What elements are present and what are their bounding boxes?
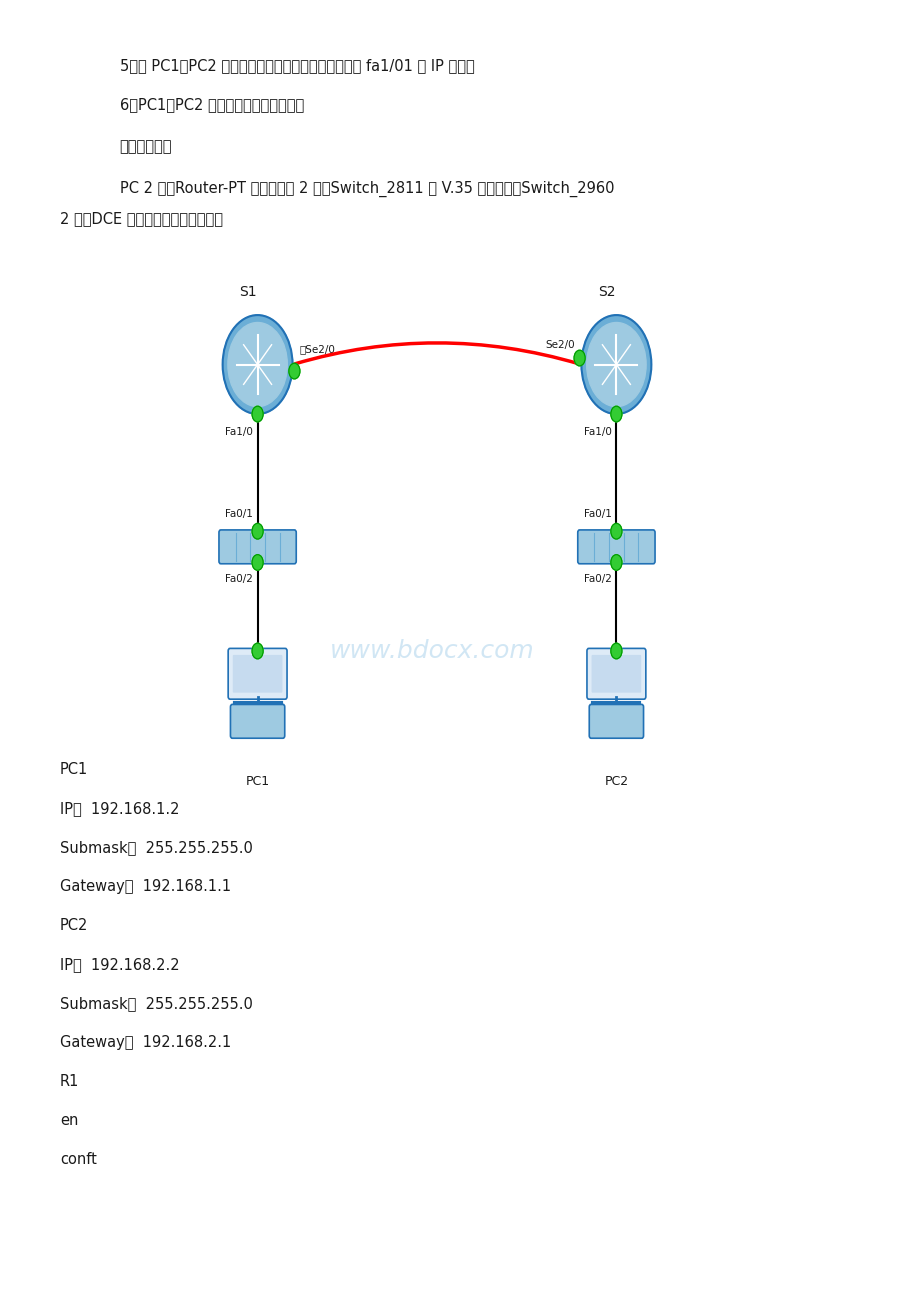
Circle shape	[289, 363, 300, 379]
Text: PC1: PC1	[60, 762, 88, 777]
FancyBboxPatch shape	[589, 704, 643, 738]
Text: 5、将 PC1、PC2 主机默认网关分别设置为路由器接口 fa1/01 的 IP 地址；: 5、将 PC1、PC2 主机默认网关分别设置为路由器接口 fa1/01 的 IP…	[119, 59, 474, 74]
Text: Submask：  255.255.255.0: Submask： 255.255.255.0	[60, 996, 253, 1012]
Text: Fa0/2: Fa0/2	[225, 574, 253, 585]
Circle shape	[573, 350, 584, 366]
Text: Fa0/1: Fa0/1	[584, 509, 611, 519]
Text: PC2: PC2	[60, 918, 88, 934]
FancyBboxPatch shape	[591, 655, 641, 693]
FancyBboxPatch shape	[228, 648, 287, 699]
Circle shape	[610, 555, 621, 570]
Text: conft: conft	[60, 1152, 96, 1168]
Text: Fa1/0: Fa1/0	[584, 427, 611, 437]
FancyBboxPatch shape	[233, 655, 282, 693]
Text: Gateway：  192.168.2.1: Gateway： 192.168.2.1	[60, 1035, 231, 1051]
Circle shape	[252, 406, 263, 422]
Text: ⓈSe2/0: ⓈSe2/0	[299, 344, 335, 354]
Text: Fa0/1: Fa0/1	[225, 509, 253, 519]
Text: 6、PC1、PC2 主机之间可以相互通信。: 6、PC1、PC2 主机之间可以相互通信。	[119, 98, 303, 113]
Circle shape	[252, 555, 263, 570]
Circle shape	[252, 523, 263, 539]
FancyBboxPatch shape	[219, 530, 296, 564]
Text: S2: S2	[597, 285, 616, 299]
Text: IP：  192.168.1.2: IP： 192.168.1.2	[60, 801, 179, 816]
Text: www.bdocx.com: www.bdocx.com	[330, 639, 534, 663]
Text: S1: S1	[239, 285, 257, 299]
Text: Fa1/0: Fa1/0	[225, 427, 253, 437]
Text: PC2: PC2	[604, 775, 628, 788]
Circle shape	[222, 315, 292, 414]
Circle shape	[228, 323, 287, 406]
Text: IP：  192.168.2.2: IP： 192.168.2.2	[60, 957, 179, 973]
Text: Submask：  255.255.255.0: Submask： 255.255.255.0	[60, 840, 253, 855]
Circle shape	[610, 406, 621, 422]
Text: PC 2 台；Router-PT 可扩展路由 2 台（Switch_2811 无 V.35 线接口）；Switch_2960: PC 2 台；Router-PT 可扩展路由 2 台（Switch_2811 无…	[119, 181, 614, 197]
Text: 【实验设备】: 【实验设备】	[119, 139, 172, 155]
Text: Se2/0: Se2/0	[545, 340, 574, 350]
Circle shape	[610, 523, 621, 539]
FancyBboxPatch shape	[577, 530, 654, 564]
Text: R1: R1	[60, 1074, 79, 1090]
Text: Gateway：  192.168.1.1: Gateway： 192.168.1.1	[60, 879, 231, 894]
Text: PC1: PC1	[245, 775, 269, 788]
Circle shape	[252, 643, 263, 659]
Circle shape	[610, 643, 621, 659]
FancyBboxPatch shape	[231, 704, 285, 738]
Text: Fa0/2: Fa0/2	[584, 574, 611, 585]
FancyBboxPatch shape	[586, 648, 645, 699]
Circle shape	[586, 323, 645, 406]
Circle shape	[581, 315, 651, 414]
Text: en: en	[60, 1113, 78, 1129]
Text: 2 台；DCE 串口线；直连线；交叉线: 2 台；DCE 串口线；直连线；交叉线	[60, 211, 222, 227]
